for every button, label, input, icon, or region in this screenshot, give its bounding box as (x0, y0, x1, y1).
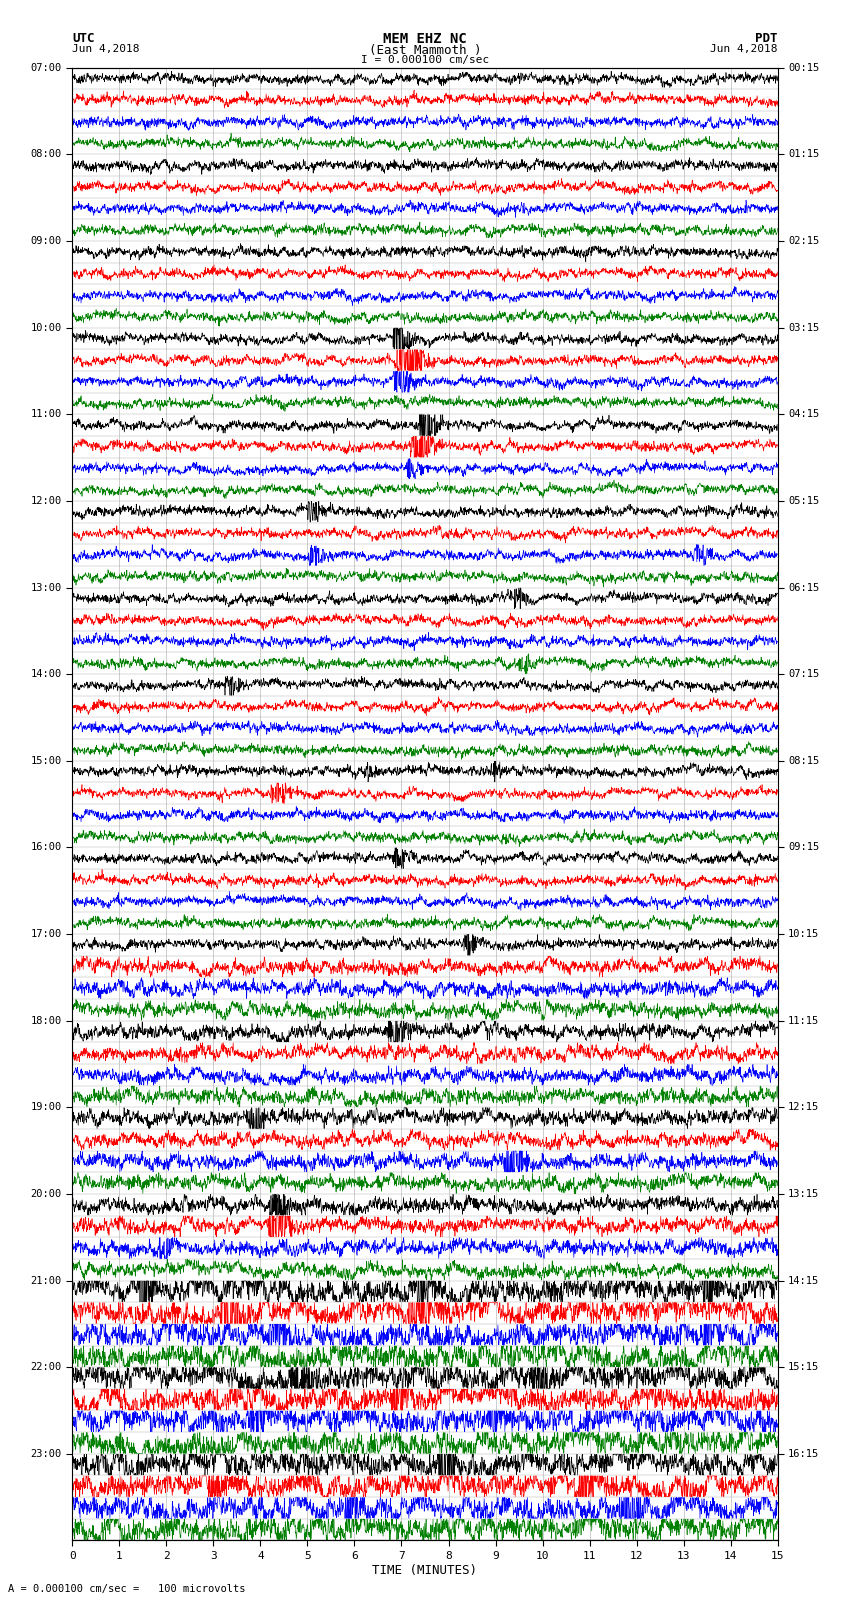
X-axis label: TIME (MINUTES): TIME (MINUTES) (372, 1563, 478, 1576)
Text: MEM EHZ NC: MEM EHZ NC (383, 32, 467, 47)
Text: Jun 4,2018: Jun 4,2018 (711, 44, 778, 53)
Text: UTC: UTC (72, 32, 94, 45)
Text: PDT: PDT (756, 32, 778, 45)
Text: A = 0.000100 cm/sec =   100 microvolts: A = 0.000100 cm/sec = 100 microvolts (8, 1584, 246, 1594)
Text: Jun 4,2018: Jun 4,2018 (72, 44, 139, 53)
Text: I = 0.000100 cm/sec: I = 0.000100 cm/sec (361, 55, 489, 65)
Text: (East Mammoth ): (East Mammoth ) (369, 44, 481, 56)
